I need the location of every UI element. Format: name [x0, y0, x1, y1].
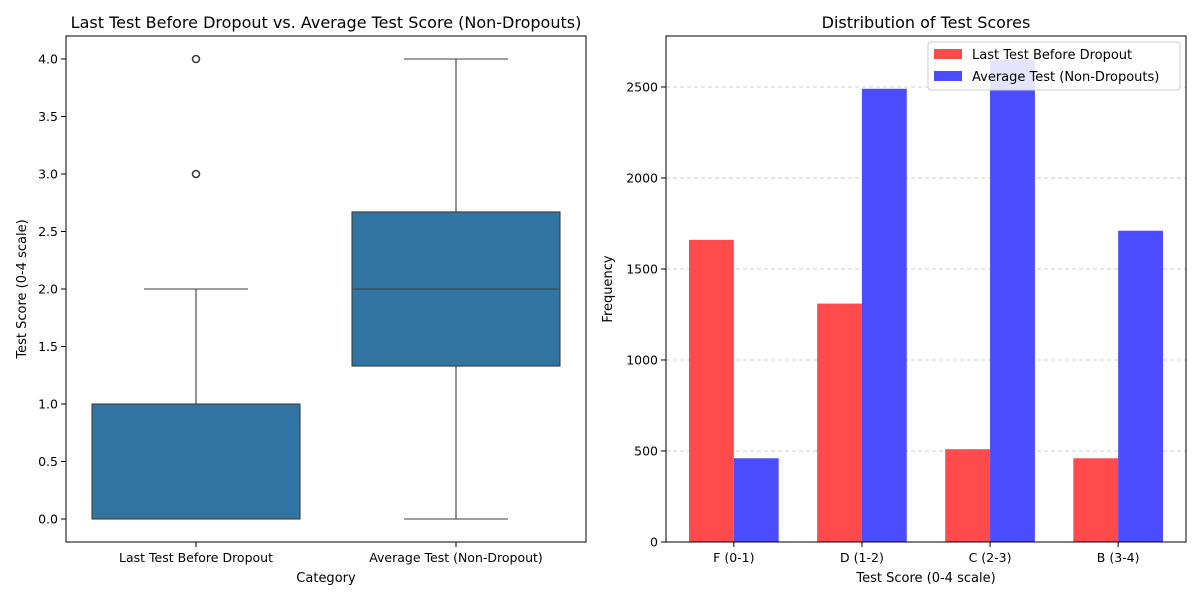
- box-x-tick-label: Last Test Before Dropout: [119, 550, 273, 565]
- box-outlier-point: [191, 54, 201, 64]
- box-plot-title: Last Test Before Dropout vs. Average Tes…: [71, 13, 582, 32]
- box-plot-area: 0.0 0.5 1.0 1.5 2.0 2.5 3.0 3.5 4.0 Last Test Bef…: [38, 52, 561, 565]
- box-y-tick-label: 3.0: [38, 167, 58, 182]
- box-outlier-point: [191, 169, 201, 179]
- bar-non-dropout: [861, 88, 907, 542]
- bar-x-tick-label: B (3-4): [1097, 550, 1140, 565]
- bar-chart-title: Distribution of Test Scores: [822, 13, 1031, 32]
- box-y-tick-label: 4.0: [38, 52, 58, 67]
- bar-y-tick-label: 1500: [626, 261, 658, 276]
- bar-chart-frame: [665, 35, 1187, 543]
- bar-x-tick-label: C (2-3): [969, 550, 1012, 565]
- bar-chart-legend: Last Test Before Dropout Average Test (N…: [927, 41, 1181, 91]
- box-plot-x-label: Category: [296, 571, 356, 586]
- bar-non-dropout: [990, 59, 1035, 543]
- box-plot-y-label: Test Score (0-4 scale): [15, 219, 30, 359]
- bar-x-tick-label: F (0-1): [713, 550, 754, 565]
- bar-y-tick-label: 1000: [626, 352, 658, 367]
- box-y-tick-label: 1.0: [38, 397, 58, 412]
- bar-chart-panel: Distribution of Test Scores 0 500 1000 1500…: [601, 13, 1187, 586]
- bar-x-tick-label: D (1-2): [840, 550, 884, 565]
- bar-chart-x-label: Test Score (0-4 scale): [855, 571, 995, 586]
- legend-label-dropout: Last Test Before Dropout: [972, 48, 1132, 63]
- legend-swatch-non-dropout: [934, 71, 962, 81]
- bar-y-tick-label: 500: [634, 443, 658, 458]
- box-y-tick-label: 2.0: [38, 282, 58, 297]
- box-y-tick-label: 3.5: [38, 109, 58, 124]
- legend-box: [927, 41, 1181, 91]
- bar-non-dropout: [1118, 230, 1163, 542]
- bar-dropout: [689, 239, 734, 542]
- bar-chart-y-label: Frequency: [601, 255, 616, 322]
- box-y-tick-label: 0.5: [38, 454, 58, 469]
- box-y-tick-label: 2.5: [38, 224, 58, 239]
- box-body: [91, 403, 301, 520]
- bar-y-tick-label: 2000: [626, 170, 658, 185]
- bar-plot-area: 0 500 1000 1500 2000 2500 F (0-1) D (1-2) C (2-3…: [626, 59, 1186, 565]
- bar-dropout: [945, 449, 991, 542]
- legend-swatch-dropout: [934, 49, 962, 59]
- box-plot-panel: Last Test Before Dropout vs. Average Tes…: [15, 13, 587, 586]
- box-y-tick-label: 0.0: [38, 512, 58, 527]
- bar-non-dropout: [733, 458, 779, 542]
- bar-y-tick-label: 2500: [626, 79, 658, 94]
- box-plot-frame: [65, 35, 587, 543]
- bar-y-tick-label: 0: [650, 535, 658, 550]
- bar-dropout: [817, 303, 862, 542]
- box-y-tick-label: 1.5: [38, 339, 58, 354]
- box-x-tick-label: Average Test (Non-Dropout): [369, 550, 543, 565]
- bar-dropout: [1073, 458, 1119, 542]
- legend-label-non-dropout: Average Test (Non-Dropouts): [972, 70, 1159, 85]
